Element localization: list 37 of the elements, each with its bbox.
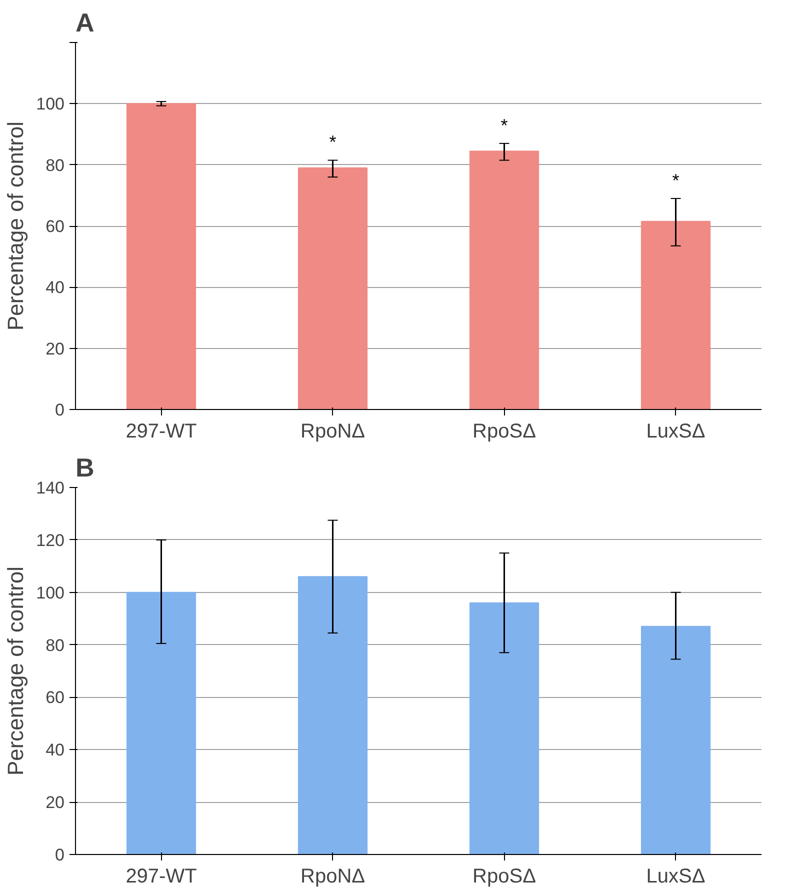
y-tick-label: 40 [46,278,65,298]
y-tick-label: 80 [46,636,65,655]
y-axis-title: Percentage of control [3,121,28,331]
y-tick-label: 100 [36,583,65,602]
y-tick-label: 80 [46,156,65,175]
bar [640,626,711,854]
annotation: * [500,115,508,136]
x-tick-label: RpoNΔ [300,420,366,442]
y-tick-label: 140 [36,478,65,498]
annotation: * [672,170,680,190]
y-tick-label: 60 [46,217,65,236]
annotation: * [329,132,336,152]
y-tick-label: 120 [36,530,65,550]
y-tick-label: 40 [46,740,65,760]
x-tick-label: RpoSΔ [472,866,536,888]
bar [126,103,196,410]
bar [126,592,196,854]
y-tick-label: 100 [36,94,65,114]
x-tick-label: 297-WT [126,866,197,888]
x-tick-label: 297-WT [126,420,197,442]
chart-title: A [76,8,94,38]
x-tick-label: LuxSΔ [646,866,706,888]
bar [298,576,368,854]
bar [469,602,540,854]
bar [298,167,368,410]
y-tick-label: 60 [46,688,65,708]
bar [640,220,711,410]
chart-title: B [76,452,94,482]
y-tick-label: 20 [46,793,65,812]
y-tick-label: 20 [46,339,65,358]
bar [469,150,540,410]
y-axis-title: Percentage of control [3,566,28,776]
x-tick-label: RpoSΔ [472,420,536,442]
x-tick-label: RpoNΔ [300,866,366,888]
y-tick-label: 0 [55,846,65,864]
x-tick-label: LuxSΔ [646,420,706,442]
y-tick-label: 0 [55,400,65,420]
